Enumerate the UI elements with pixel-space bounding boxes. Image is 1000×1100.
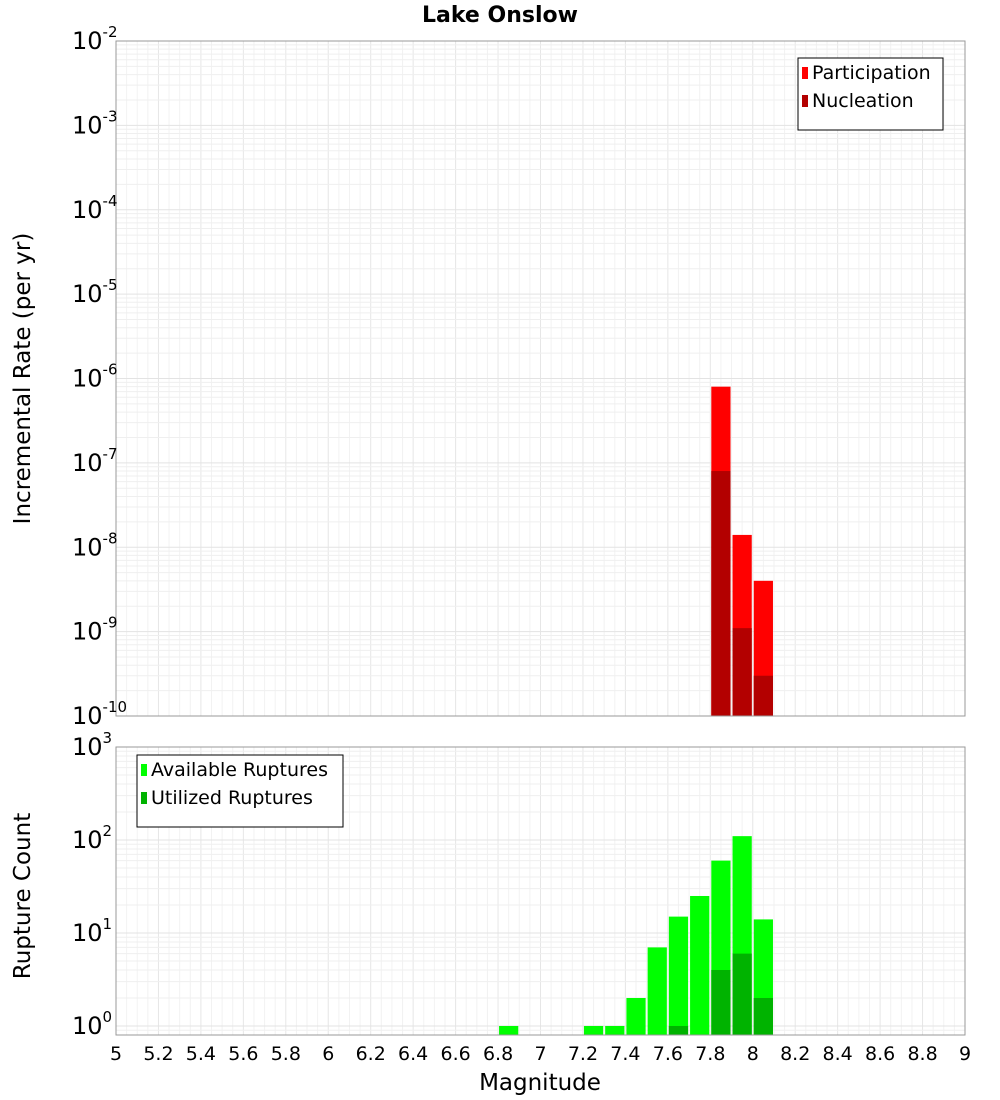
count-panel-y-ticks: 100 101 102 103 bbox=[72, 729, 112, 1040]
legend-label: Available Ruptures bbox=[151, 759, 328, 781]
legend-label: Nucleation bbox=[812, 90, 914, 112]
legend-swatch bbox=[802, 95, 808, 107]
x-tick-label: 7.4 bbox=[610, 1043, 640, 1065]
x-tick-label: 5 bbox=[110, 1043, 122, 1065]
x-tick-label: 6.4 bbox=[398, 1043, 428, 1065]
bar-nucleation bbox=[711, 471, 731, 716]
rate-panel-bars bbox=[711, 386, 773, 716]
legend-box bbox=[797, 57, 944, 131]
y-tick-label: 10-4 bbox=[72, 192, 118, 224]
bar-utilized-ruptures bbox=[668, 1025, 689, 1035]
x-tick-label: 5.2 bbox=[143, 1043, 173, 1065]
y-tick-label: 10-7 bbox=[72, 445, 118, 477]
count-panel-bars bbox=[499, 836, 773, 1035]
legend-label: Participation bbox=[812, 62, 931, 84]
bar-utilized-ruptures bbox=[753, 997, 773, 1035]
x-axis-ticks: 5 5.2 5.4 5.6 5.8 6 6.2 6.4 6.6 6.8 7 7.2 7.4 7.6 7.8 8… bbox=[110, 1043, 971, 1065]
bar-nucleation bbox=[732, 628, 752, 716]
x-tick-label: 8 bbox=[747, 1043, 759, 1065]
x-tick-label: 6.8 bbox=[483, 1043, 513, 1065]
x-tick-label: 7.2 bbox=[568, 1043, 598, 1065]
count-panel-frame bbox=[115, 746, 966, 1036]
y-tick-label: 10-8 bbox=[72, 529, 118, 561]
x-tick-label: 5.8 bbox=[271, 1043, 301, 1065]
bar-nucleation bbox=[753, 675, 773, 716]
y-tick-label: 10-10 bbox=[72, 698, 127, 730]
rate-panel: 10-10 10-9 10-8 10-7 10-6 10-5 10-4 10-3 10-2 In… bbox=[10, 23, 966, 730]
y-tick-label: 10-5 bbox=[72, 276, 118, 308]
x-tick-label: 8.6 bbox=[865, 1043, 895, 1065]
x-tick-label: 5.6 bbox=[228, 1043, 258, 1065]
x-tick-label: 8.2 bbox=[780, 1043, 810, 1065]
x-axis-label: Magnitude bbox=[479, 1070, 601, 1096]
x-tick-label: 5.4 bbox=[186, 1043, 216, 1065]
bar-available-ruptures bbox=[690, 895, 710, 1035]
y-tick-label: 102 bbox=[72, 822, 112, 854]
x-tick-label: 7 bbox=[534, 1043, 546, 1065]
bar-available-ruptures bbox=[668, 916, 689, 1035]
x-tick-label: 8.4 bbox=[823, 1043, 853, 1065]
legend-swatch bbox=[141, 764, 147, 776]
x-tick-label: 8.8 bbox=[907, 1043, 937, 1065]
rate-panel-grid bbox=[115, 40, 966, 717]
legend-box bbox=[136, 754, 344, 828]
legend-swatch bbox=[802, 67, 808, 79]
y-tick-label: 10-6 bbox=[72, 361, 118, 393]
y-tick-label: 103 bbox=[72, 729, 112, 761]
legend-label: Utilized Ruptures bbox=[151, 787, 313, 809]
y-tick-label: 10-9 bbox=[72, 614, 118, 646]
legend-swatch bbox=[141, 792, 147, 804]
bar-available-ruptures bbox=[626, 997, 646, 1035]
y-tick-label: 10-2 bbox=[72, 23, 118, 55]
y-tick-label: 100 bbox=[72, 1008, 112, 1040]
x-tick-label: 9 bbox=[959, 1043, 971, 1065]
y-tick-label: 10-3 bbox=[72, 107, 118, 139]
bar-utilized-ruptures bbox=[711, 969, 731, 1035]
x-tick-label: 6 bbox=[322, 1043, 334, 1065]
rate-panel-y-ticks: 10-10 10-9 10-8 10-7 10-6 10-5 10-4 10-3 10-2 bbox=[72, 23, 127, 730]
x-tick-label: 7.6 bbox=[653, 1043, 683, 1065]
rate-panel-y-axis-label: Incremental Rate (per yr) bbox=[10, 233, 36, 525]
y-tick-label: 101 bbox=[72, 915, 112, 947]
bar-utilized-ruptures bbox=[732, 953, 752, 1035]
x-tick-label: 7.8 bbox=[695, 1043, 725, 1065]
count-panel-legend: Available Ruptures Utilized Ruptures bbox=[136, 754, 344, 828]
bar-available-ruptures bbox=[499, 1025, 519, 1035]
bar-available-ruptures bbox=[647, 947, 667, 1035]
bar-available-ruptures bbox=[583, 1025, 604, 1035]
rate-panel-legend: Participation Nucleation bbox=[797, 57, 944, 131]
x-tick-label: 6.2 bbox=[356, 1043, 386, 1065]
x-tick-label: 6.6 bbox=[440, 1043, 470, 1065]
bar-available-ruptures bbox=[605, 1025, 625, 1035]
count-panel: 100 101 102 103 Rupture Count Available Rup… bbox=[10, 729, 966, 1040]
count-panel-y-axis-label: Rupture Count bbox=[10, 813, 36, 979]
rate-panel-frame bbox=[115, 40, 966, 717]
chart-title: Lake Onslow bbox=[422, 3, 578, 28]
